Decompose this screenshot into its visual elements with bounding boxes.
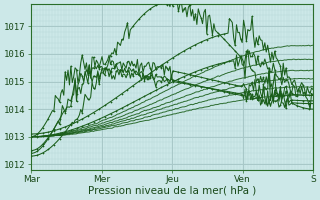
X-axis label: Pression niveau de la mer( hPa ): Pression niveau de la mer( hPa ) [88, 186, 256, 196]
